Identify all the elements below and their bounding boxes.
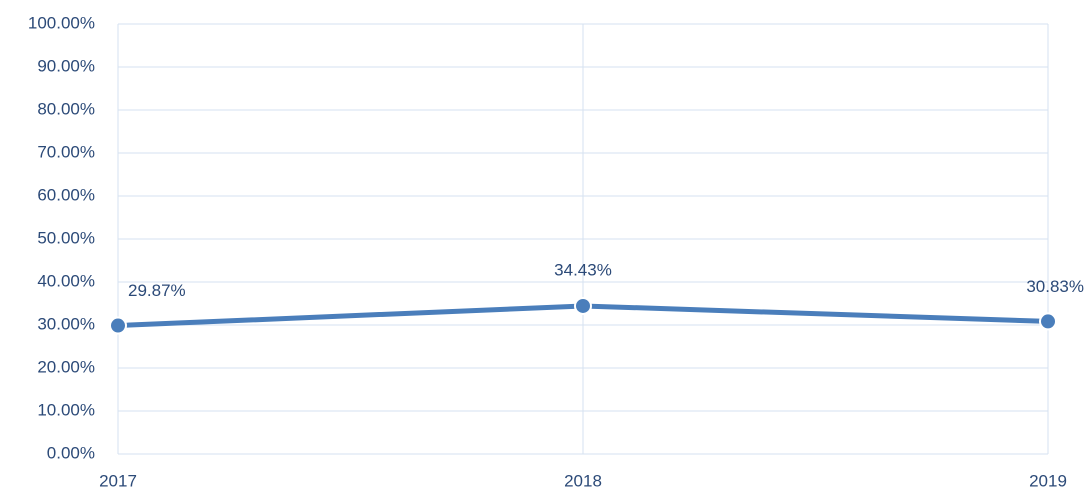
y-tick-label: 70.00% — [37, 142, 95, 161]
data-label: 34.43% — [554, 260, 612, 279]
y-tick-label: 80.00% — [37, 99, 95, 118]
x-tick-label: 2017 — [99, 471, 137, 490]
point — [1039, 312, 1057, 331]
y-tick-label: 90.00% — [37, 56, 95, 75]
y-tick-label: 30.00% — [37, 314, 95, 333]
y-tick-label: 40.00% — [37, 271, 95, 290]
data-label: 29.87% — [128, 281, 186, 300]
x-tick-label: 2019 — [1029, 471, 1067, 490]
y-tick-label: 50.00% — [37, 228, 95, 247]
x-tick-label: 2018 — [564, 471, 602, 490]
y-tick-label: 100.00% — [28, 13, 95, 32]
point — [574, 296, 592, 315]
y-tick-label: 20.00% — [37, 357, 95, 376]
y-tick-label: 10.00% — [37, 400, 95, 419]
y-tick-label: 0.00% — [47, 443, 95, 462]
point — [109, 316, 127, 335]
y-tick-label: 60.00% — [37, 185, 95, 204]
data-label: 30.83% — [1026, 277, 1084, 296]
